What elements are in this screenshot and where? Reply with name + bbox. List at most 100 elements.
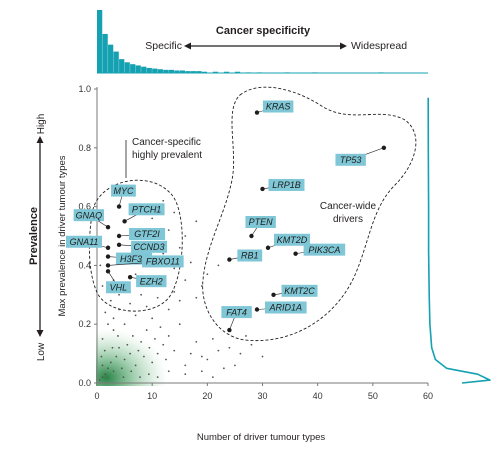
cancer-specificity-histogram (97, 10, 428, 74)
data-point (130, 370, 133, 373)
data-point (167, 308, 170, 311)
gene-label-pten: PTEN (245, 216, 276, 239)
data-point (109, 361, 112, 364)
data-point (104, 311, 107, 314)
data-point (222, 367, 225, 370)
gene-name: GNA11 (70, 237, 99, 247)
data-point (151, 217, 154, 220)
gene-label-lrp1b: LRP1B (260, 178, 305, 192)
data-point (178, 246, 181, 249)
data-point (107, 323, 109, 326)
gene-point (105, 269, 111, 274)
data-point (134, 273, 137, 276)
histogram-bar (196, 71, 202, 73)
gene-label-ptch1: PTCH1 (122, 203, 165, 224)
histogram-bar (174, 70, 180, 73)
data-point (101, 285, 104, 287)
gene-name: FBXO11 (146, 257, 180, 267)
cancer-specific-label-line2: highly prevalent (132, 150, 202, 161)
gene-label-box (111, 184, 136, 197)
data-point (98, 379, 101, 381)
data-point (154, 338, 156, 340)
gene-label-gnaq: GNAQ (73, 209, 111, 230)
data-point (173, 290, 176, 293)
gene-point (105, 224, 111, 230)
cancer-specificity-title: Cancer specificity (216, 25, 311, 37)
gene-label-vhl: VHL (105, 269, 131, 294)
data-point (261, 355, 264, 358)
y-tick-label: 0.0 (78, 378, 91, 388)
data-point (145, 329, 148, 331)
specific-label: Specific (145, 40, 182, 52)
x-tick-label: 10 (147, 391, 157, 401)
data-point (200, 370, 203, 373)
gene-name: ARID1A (269, 303, 303, 313)
x-tick-label: 30 (257, 391, 267, 401)
data-point (156, 376, 159, 379)
data-point (156, 296, 159, 299)
gene-name: FAT4 (226, 307, 247, 317)
histogram-bar (168, 69, 174, 73)
y-tick-label: 1.0 (78, 84, 91, 94)
gene-point (116, 204, 122, 209)
gene-label-box (262, 100, 294, 113)
histogram-bar (135, 65, 141, 73)
gene-name: PTCH1 (132, 205, 162, 215)
prevalence-header: Prevalence High Low (28, 114, 47, 361)
data-point (211, 338, 214, 340)
gene-point (254, 110, 260, 115)
gene-label-fbxo11: FBXO11 (105, 255, 184, 268)
gene-point (227, 327, 232, 333)
data-point (140, 340, 143, 343)
histogram-bar (97, 10, 103, 73)
data-point (178, 299, 181, 302)
data-point (178, 323, 181, 326)
specificity-arrow-right-head (340, 42, 347, 50)
x-tick-label: 60 (423, 391, 433, 401)
data-point (245, 335, 247, 337)
data-point (184, 279, 187, 281)
data-point (189, 261, 192, 264)
prevalence-low-label: Low (36, 342, 47, 361)
y-tick-label: 0.2 (78, 319, 91, 329)
gene-label-box (66, 235, 102, 248)
gene-point (116, 233, 122, 239)
gene-label-fat4: FAT4 (221, 306, 252, 333)
data-point (104, 373, 107, 376)
data-point (112, 370, 115, 373)
data-point (200, 355, 203, 358)
data-point (129, 302, 132, 305)
histogram-bar (223, 71, 230, 73)
data-point (173, 349, 176, 352)
gene-label-box (73, 209, 105, 222)
gene-label-tp53: TP53 (335, 145, 387, 166)
histogram-bar (113, 51, 119, 73)
data-point (159, 326, 162, 329)
gene-label-box (245, 216, 276, 228)
histogram-bar (152, 68, 158, 73)
gene-point (271, 292, 276, 297)
y-ticks: 0.0 0.2 0.4 0.6 0.8 1.0 (78, 84, 97, 388)
data-point (167, 370, 170, 373)
gene-label-pik3ca: PIK3CA (293, 243, 346, 256)
gene-point (381, 145, 387, 150)
gene-point (122, 219, 127, 224)
gene-label-gtf2i: GTF2I (116, 228, 166, 240)
cancer-wide-label-line1: Cancer-wide (320, 201, 377, 212)
y-tick-label: 0.4 (78, 260, 91, 270)
data-point (101, 338, 104, 340)
data-point (162, 343, 165, 346)
data-point (111, 346, 114, 349)
x-ticks: 0 10 20 30 40 50 60 (94, 383, 433, 401)
data-point (228, 346, 231, 349)
data-point (101, 376, 104, 379)
data-point (148, 346, 151, 349)
data-point (123, 358, 126, 361)
gene-label-box (281, 284, 318, 297)
cancer-wide-label-line2: drivers (333, 214, 363, 225)
data-point (100, 355, 103, 358)
data-point (126, 343, 129, 346)
data-point (173, 267, 176, 270)
gene-name: KMT2C (284, 286, 315, 296)
